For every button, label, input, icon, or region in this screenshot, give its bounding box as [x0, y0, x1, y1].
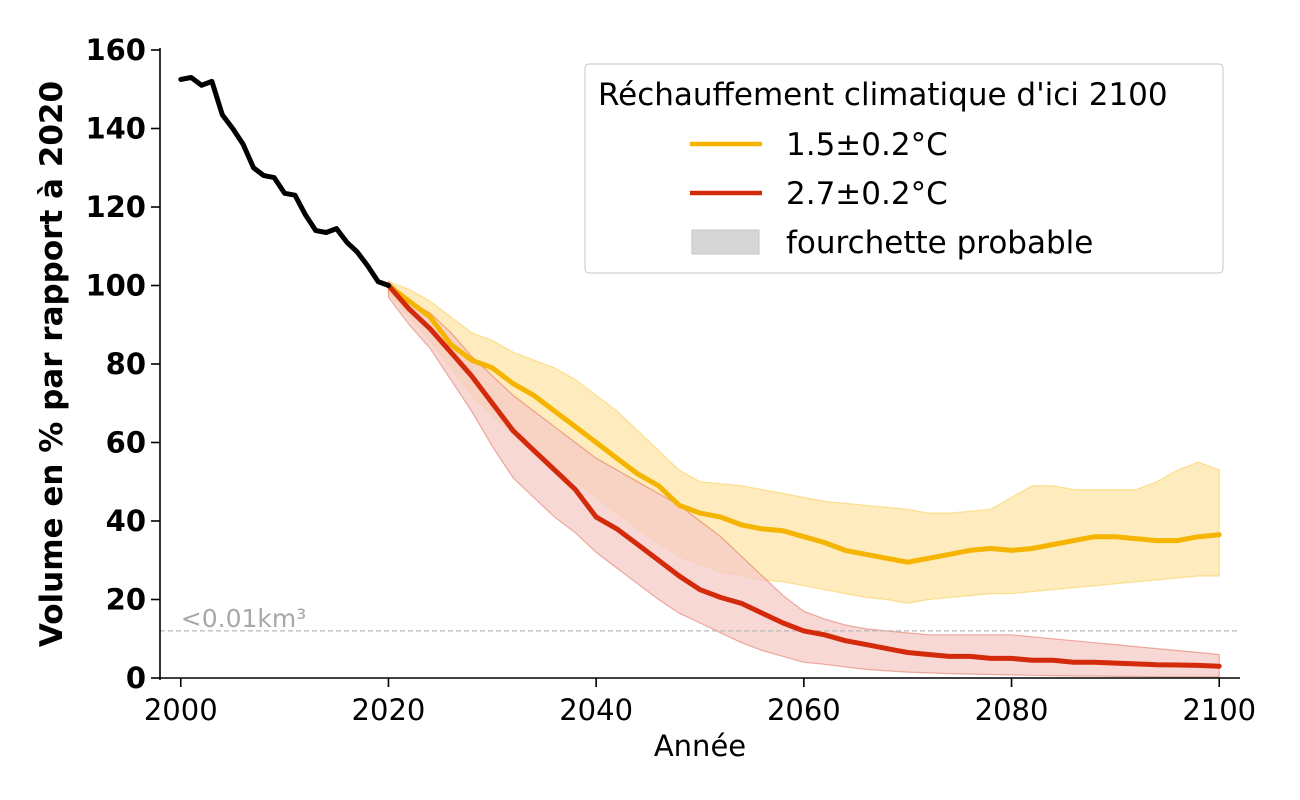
x-ticks: 2000 2020 2040 2060 2080 2100 — [144, 678, 1256, 727]
y-tick-label: 0 — [126, 661, 146, 695]
legend-title: Réchauffement climatique d'ici 2100 — [598, 77, 1168, 113]
series-line-2-7 — [386, 283, 1222, 669]
y-tick-label: 40 — [106, 504, 146, 538]
historical-line — [178, 75, 391, 288]
y-tick-label: 60 — [106, 426, 146, 460]
y-tick-label: 100 — [85, 269, 146, 303]
legend-box — [584, 63, 1224, 274]
y-tick-label: 20 — [106, 583, 146, 617]
y-axis-label: Volume en % par rapport à 2020 — [34, 81, 70, 647]
legend-label-range: fourchette probable — [786, 225, 1093, 261]
y-ticks: 0 20 40 60 80 100 120 140 160 — [85, 33, 160, 695]
x-tick-label: 2080 — [975, 693, 1049, 727]
x-tick-label: 2100 — [1182, 693, 1256, 727]
series-lines — [178, 75, 1222, 669]
y-tick-label: 120 — [85, 190, 146, 224]
y-tick-label: 80 — [106, 347, 146, 381]
y-tick-label: 140 — [85, 112, 146, 146]
legend-label-2-7: 2.7±0.2°C — [786, 176, 948, 212]
x-axis-label: Année — [654, 729, 746, 763]
uncertainty-bands — [387, 280, 1220, 678]
threshold-label: <0.01km³ — [181, 604, 306, 633]
y-tick-label: 160 — [85, 33, 146, 67]
x-tick-label: 2040 — [559, 693, 633, 727]
series-line-1-5 — [386, 283, 1222, 565]
x-tick-label: 2000 — [144, 693, 218, 727]
threshold-group: <0.01km³ — [160, 604, 1240, 633]
x-tick-label: 2060 — [767, 693, 841, 727]
band-2-7 — [387, 280, 1220, 678]
legend-label-1-5: 1.5±0.2°C — [786, 127, 948, 163]
legend: Réchauffement climatique d'ici 2100 1.5±… — [584, 63, 1224, 274]
legend-swatch-range — [691, 229, 760, 255]
x-tick-label: 2020 — [352, 693, 426, 727]
